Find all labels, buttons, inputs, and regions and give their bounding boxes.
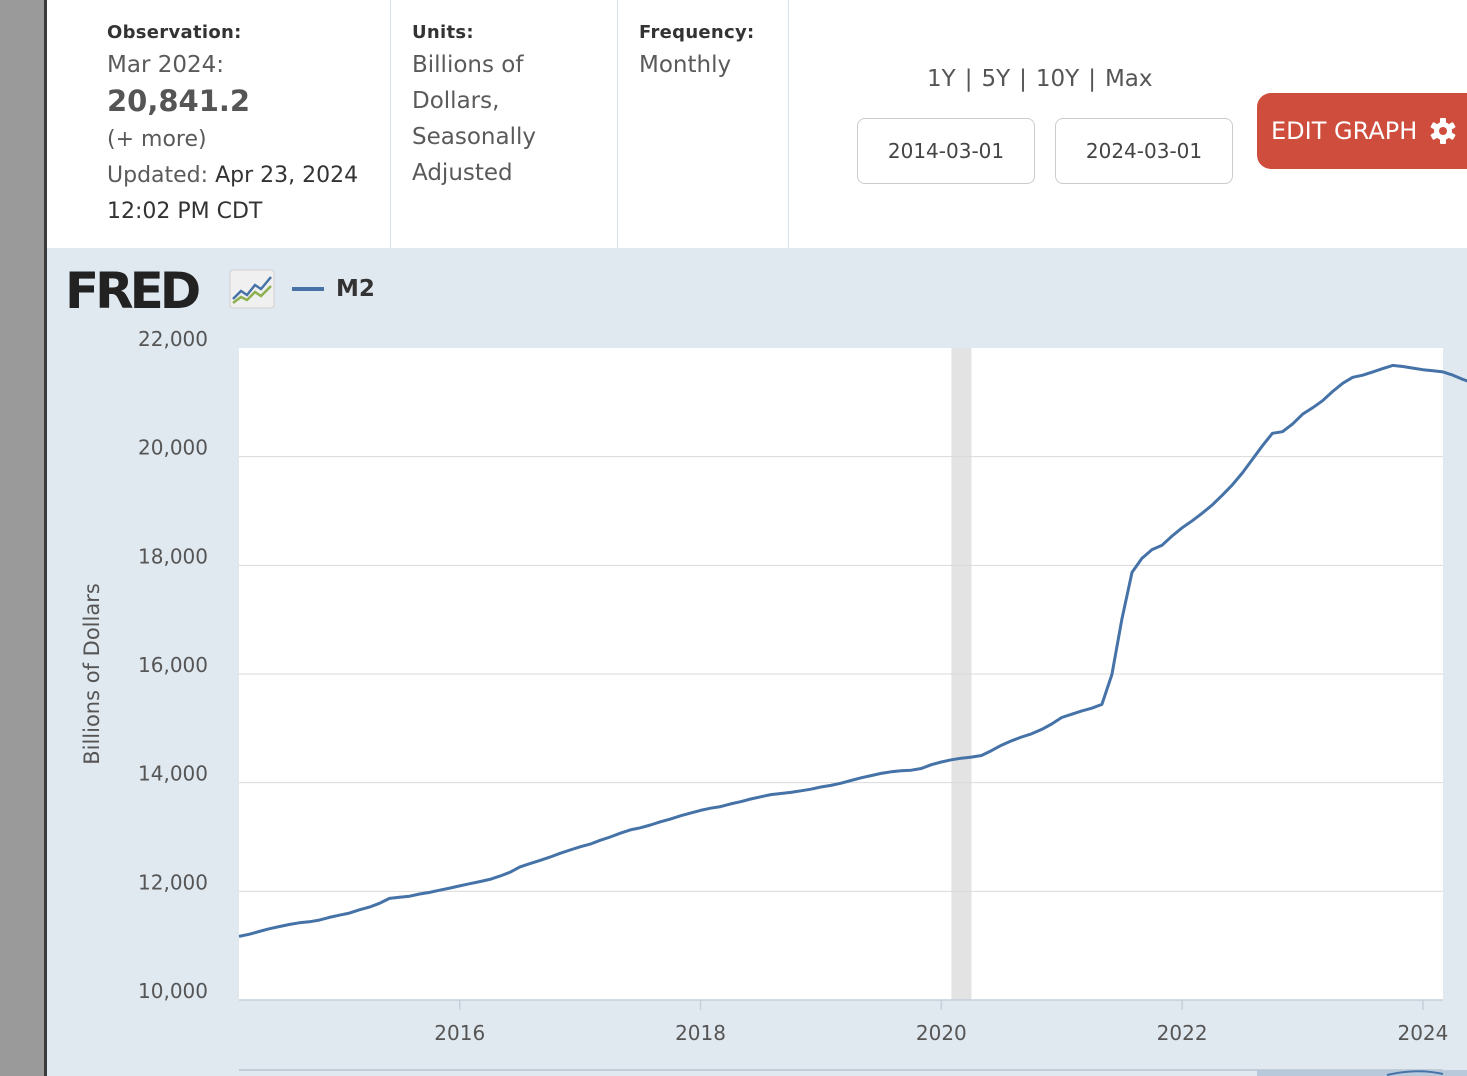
units-line: Adjusted: [412, 160, 513, 186]
series-line-m2: [238, 363, 1467, 938]
y-tick-label: 10,000: [138, 979, 208, 1003]
navigator-selection: [1257, 1070, 1467, 1076]
frequency-header: Frequency:: [639, 22, 755, 43]
date-range-links: 1Y | 5Y | 10Y | Max: [927, 66, 1153, 92]
updated-label: Updated:: [107, 163, 209, 188]
range-separator: |: [964, 66, 973, 92]
y-axis-label: Billions of Dollars: [80, 583, 104, 765]
window-edge: [0, 0, 47, 1076]
gear-icon: [1430, 118, 1456, 144]
units-line: Billions of: [412, 52, 524, 78]
x-tick-label: 2018: [675, 1021, 726, 1045]
range-5y-link[interactable]: 5Y: [981, 66, 1011, 92]
chart-area: 10,000 12,000 14,000 16,000 18,000 20,000 22,0…: [47, 248, 1467, 1076]
observation-more-link[interactable]: (+ more): [107, 127, 207, 152]
x-tick-label: 2020: [916, 1021, 967, 1045]
observation-value: 20,841.2: [107, 84, 251, 118]
units-line: Dollars,: [412, 88, 500, 114]
y-tick-label: 16,000: [138, 653, 208, 677]
y-tick-label: 18,000: [138, 544, 208, 568]
chart-svg: 10,000 12,000 14,000 16,000 18,000 20,000 22,0…: [80, 327, 1467, 1076]
frequency-value: Monthly: [639, 52, 732, 78]
legend-swatch-m2: [292, 287, 324, 291]
updated-time: 12:02 PM CDT: [107, 199, 263, 224]
range-max-link[interactable]: Max: [1104, 66, 1153, 92]
updated-date: Apr 23, 2024: [215, 163, 359, 188]
legend-label-m2: M2: [336, 276, 375, 302]
observation-date: Mar 2024:: [107, 52, 224, 78]
range-1y-link[interactable]: 1Y: [927, 66, 956, 92]
edit-graph-button[interactable]: EDIT GRAPH: [1257, 93, 1467, 169]
y-tick-label: 12,000: [138, 870, 208, 894]
y-tick-label: 20,000: [138, 436, 208, 460]
range-separator: |: [1088, 66, 1096, 92]
units-line: Seasonally: [412, 124, 536, 150]
range-separator: |: [1019, 66, 1027, 92]
chart-logo-icon: [229, 269, 275, 309]
y-tick-label: 14,000: [138, 762, 208, 786]
units-column: Units: Billions of Dollars, Seasonally A…: [390, 0, 617, 248]
frequency-column: Frequency: Monthly: [617, 0, 788, 248]
series-meta-panel: Observation: Mar 2024: 20,841.2 (+ more)…: [47, 0, 1467, 248]
end-date-input[interactable]: [1055, 118, 1233, 184]
observation-column: Observation: Mar 2024: 20,841.2 (+ more)…: [107, 0, 387, 248]
navigator-series-line: [1386, 1070, 1444, 1076]
edit-graph-label: EDIT GRAPH: [1271, 117, 1418, 145]
column-divider: [788, 0, 790, 248]
x-tick-label: 2022: [1157, 1021, 1208, 1045]
range-10y-link[interactable]: 10Y: [1035, 66, 1080, 92]
updated-line: Updated: Apr 23, 2024: [107, 158, 358, 194]
x-tick-label: 2016: [434, 1021, 485, 1045]
x-tick-label: 2024: [1397, 1021, 1448, 1045]
y-tick-label: 22,000: [138, 327, 208, 351]
observation-header: Observation:: [107, 22, 242, 43]
start-date-input[interactable]: [857, 118, 1035, 184]
units-header: Units:: [412, 22, 474, 43]
fred-logo[interactable]: FRED: [65, 262, 201, 320]
